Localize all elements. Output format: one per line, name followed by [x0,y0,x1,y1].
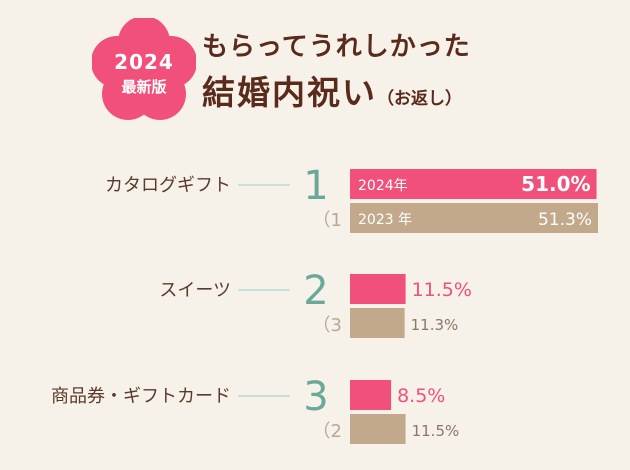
title-main: 結婚内祝い [202,73,377,112]
bar-2023 [350,308,405,338]
title-line2: 結婚内祝い（お返し） [202,66,462,114]
title-line1: もらってうれしかった [202,32,471,62]
bar-2024 [350,380,392,410]
bar-2023 [350,414,406,444]
rank-2024: 3 [303,374,328,420]
value-label: 8.5% [397,385,445,407]
rank-2024: 1 [303,163,328,209]
rank-2024: 2 [303,268,328,314]
series-name-label: 2023 年 [358,212,412,228]
value-label: 51.0% [521,172,590,196]
rank-2023: （2 [313,421,342,442]
value-label: 11.5% [412,279,472,301]
series-name-label: 2024年 [358,178,408,194]
value-label: 51.3% [538,210,592,230]
badge-label: 最新版 [121,78,167,96]
edition-badge: 2024 最新版 [92,18,196,122]
bar-2024 [350,169,597,199]
bar-2023 [350,203,598,233]
category-label: カタログギフト [105,175,231,196]
category-label: スイーツ [159,280,231,301]
bar-2024 [350,274,406,304]
flower-badge-icon [92,18,196,120]
badge-year: 2024 [114,50,174,74]
category-label: 商品券・ギフトカード [51,386,231,407]
value-label: 11.3% [411,316,459,334]
value-label: 11.5% [412,422,460,440]
title-sub: （お返し） [377,89,462,109]
rank-2023: （1 [313,210,342,231]
rank-2023: （3 [313,315,342,336]
